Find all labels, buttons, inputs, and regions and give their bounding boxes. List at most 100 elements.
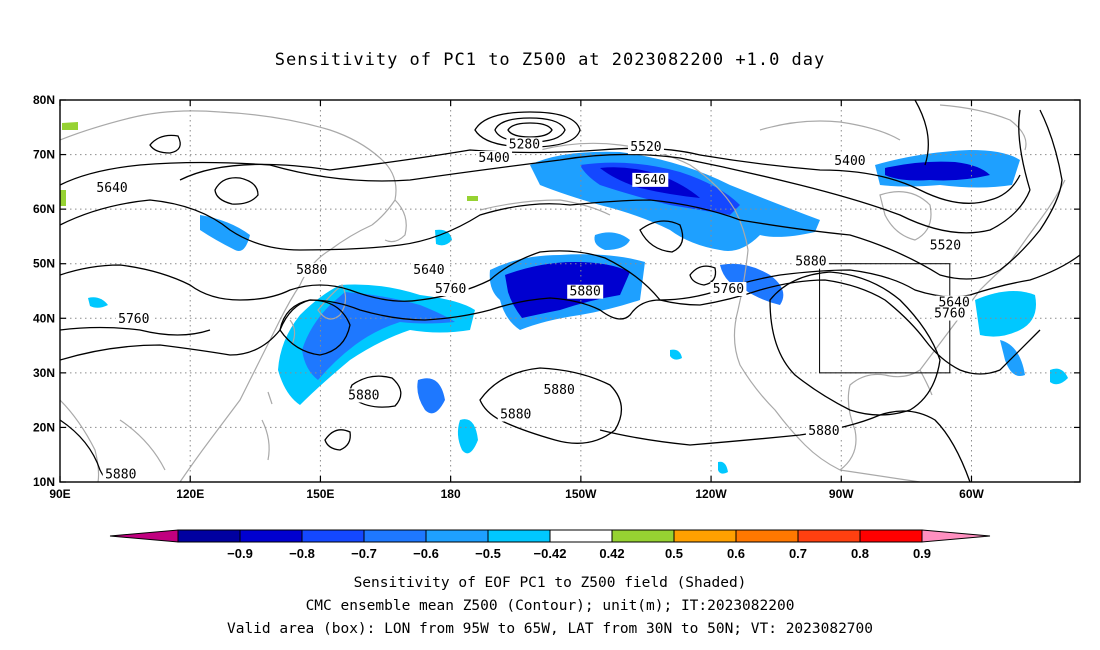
contour-label: 5880	[500, 408, 531, 423]
colorbar-box	[301, 529, 365, 543]
shade-patch-3	[1050, 368, 1068, 385]
contour-label-bg	[541, 382, 578, 397]
coast-arctic-islands	[759, 120, 901, 141]
contour-label-bg	[710, 282, 747, 296]
coast-na-west	[733, 249, 841, 471]
contour-label: 5520	[630, 140, 661, 155]
contour-label-bg	[506, 137, 543, 152]
x-tick-label: 60W	[959, 487, 984, 501]
contour-label: 5760	[713, 282, 744, 297]
shade-positive-2	[60, 190, 66, 206]
contour-5880-sw	[60, 419, 111, 482]
contour-label-bg	[632, 172, 669, 187]
coast-india	[60, 399, 100, 482]
contour-5640-low	[639, 220, 684, 253]
colorbar-label: −0.5	[475, 546, 501, 561]
contour-5880-ridge	[769, 271, 941, 416]
coast-alaska	[539, 142, 749, 251]
contour-label: 5880	[570, 285, 601, 300]
contour-5760	[60, 250, 1080, 302]
colorbar-label: 0.7	[789, 546, 807, 561]
coast-florida	[919, 369, 933, 396]
shade-patch-subtrop	[417, 378, 445, 414]
colorbar-label: 0.9	[913, 546, 931, 561]
coast-central-america	[839, 469, 921, 482]
shade-patch-5	[718, 461, 728, 474]
colorbar-box	[549, 529, 613, 543]
contour-label-bg	[410, 262, 447, 277]
shade-canada-core	[885, 161, 990, 181]
contour-label: 5640	[635, 173, 666, 188]
x-tick-label: 180	[441, 487, 461, 501]
coast-asia-north	[60, 110, 397, 226]
contour-label: 5520	[930, 238, 961, 253]
colorbar-label: 0.42	[599, 546, 624, 561]
contour-labels: 5280540055205640540056405520588056405760…	[94, 137, 973, 483]
x-tick-label: 150W	[565, 487, 597, 501]
contour-label-bg	[627, 140, 664, 155]
contour-label-bg	[476, 151, 513, 166]
colorbar-box	[797, 529, 861, 543]
contour-5880-sub3	[324, 429, 351, 451]
contour-label: 5400	[478, 151, 509, 166]
shade-patch-hawaii	[457, 419, 478, 454]
shade-positive-3	[467, 196, 478, 201]
contour-5520	[60, 153, 1031, 234]
shade-goa	[594, 232, 630, 250]
footer-line-1: Sensitivity of EOF PC1 to Z500 field (Sh…	[353, 575, 747, 591]
contour-label-bg	[115, 312, 152, 327]
coast-korea	[289, 319, 296, 346]
contour-label: 5280	[509, 137, 540, 152]
colorbar-label: −0.7	[351, 546, 377, 561]
y-tick-label: 50N	[33, 257, 55, 271]
colorbar-label: 0.6	[727, 546, 745, 561]
x-tick-label: 90W	[829, 487, 854, 501]
contour-5400-a	[149, 134, 181, 154]
shade-atlantic	[975, 291, 1036, 337]
coast-se-asia	[119, 419, 166, 471]
contour-label: 5760	[118, 312, 149, 327]
footer-line-2: CMC ensemble mean Z500 (Contour); unit(m…	[305, 598, 795, 614]
coast-gulf-mexico	[839, 369, 921, 471]
y-tick-label: 20N	[33, 420, 55, 434]
coast-greenland	[939, 104, 1027, 151]
contour-5880-south	[599, 410, 971, 482]
coast-taiwan	[267, 391, 273, 405]
contour-label-bg	[927, 238, 964, 253]
x-tick-label: 150E	[306, 487, 334, 501]
contour-5760-sw	[60, 326, 211, 336]
colorbar-box	[239, 529, 303, 543]
contour-5760-low	[689, 265, 717, 286]
coastlines	[60, 104, 1066, 482]
map-axes: 90E 120E 150E 180 150W 120W 90W 60W 80N 70N 60N 50N…	[33, 93, 1080, 501]
coast-japan	[317, 284, 347, 320]
plot-title: Sensitivity of PC1 to Z500 at 2023082200…	[274, 50, 826, 70]
shade-patch-4	[670, 349, 682, 360]
colorbar-label: −0.42	[534, 546, 567, 561]
contour-label: 5760	[435, 282, 466, 297]
colorbar-box	[611, 529, 675, 543]
contour-5400-main	[179, 147, 1021, 204]
shade-asia-ne	[200, 215, 250, 251]
contour-5400-low	[914, 100, 929, 166]
contour-label-bg	[293, 262, 330, 277]
colorbar-min-triangle	[109, 529, 179, 543]
contour-label: 5640	[413, 263, 444, 278]
contour-5640	[60, 109, 1063, 280]
colorbar-label: 0.5	[665, 546, 683, 561]
x-tick-label: 120W	[695, 487, 727, 501]
y-tick-label: 70N	[33, 148, 55, 162]
y-tick-label: 30N	[33, 366, 55, 380]
shade-patch-1	[435, 229, 452, 246]
contour-5400-b	[214, 177, 259, 205]
colorbar-max-triangle	[921, 529, 991, 543]
colorbar-box	[363, 529, 427, 543]
contour-5520-hook	[1018, 109, 1031, 191]
colorbar-label: −0.9	[227, 546, 253, 561]
coast-philippines	[261, 419, 270, 461]
contour-label: 5880	[105, 468, 136, 483]
contour-label-bg	[936, 295, 973, 310]
contour-label: 5880	[543, 383, 574, 398]
colorbar: −0.9 −0.8 −0.7 −0.6 −0.5 −0.42 0.42 0.5 0.6 0.7 0.…	[109, 529, 991, 561]
contour-label: 5640	[96, 181, 127, 196]
